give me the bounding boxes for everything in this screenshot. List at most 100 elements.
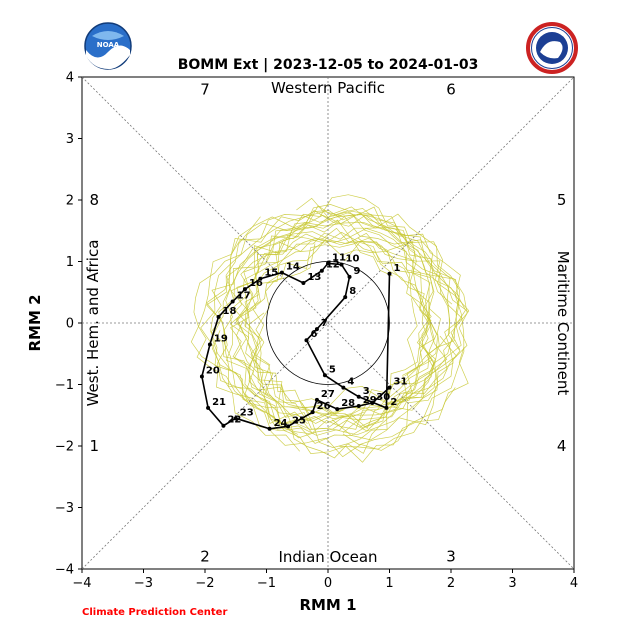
x-axis-label: RMM 1 xyxy=(299,596,356,614)
nws-logo xyxy=(526,22,578,74)
observed-point xyxy=(335,407,340,412)
ensemble-member-line xyxy=(190,210,457,436)
ensemble-member-line xyxy=(229,240,448,421)
observed-day-label: 25 xyxy=(292,415,306,426)
ensemble-member-line xyxy=(193,216,466,415)
observed-day-label: 22 xyxy=(227,415,241,426)
observed-day-label: 27 xyxy=(321,389,335,400)
observed-point xyxy=(347,274,352,279)
observed-day-label: 11 xyxy=(332,252,346,263)
observed-day-label: 5 xyxy=(329,364,336,375)
observed-point xyxy=(387,271,392,276)
region-label-west-hem-africa: West. Hem. and Africa xyxy=(84,240,102,407)
credit-text: Climate Prediction Center xyxy=(82,607,227,618)
observed-day-label: 15 xyxy=(264,268,278,279)
observed-point xyxy=(356,404,361,409)
x-tick-label: −1 xyxy=(257,576,276,591)
observed-point xyxy=(310,410,315,415)
observed-point xyxy=(384,405,389,410)
observed-point xyxy=(230,299,235,304)
region-label-western-pacific: Western Pacific xyxy=(271,79,385,97)
x-tick-label: 2 xyxy=(447,576,455,591)
observed-day-label: 24 xyxy=(274,418,288,429)
observed-point xyxy=(242,287,247,292)
y-tick-label: 2 xyxy=(66,194,74,209)
observed-day-label: 26 xyxy=(317,401,331,412)
ensemble-member-line xyxy=(224,231,461,434)
ensemble-member-line xyxy=(225,233,418,434)
observed-point xyxy=(304,338,309,343)
observed-day-label: 29 xyxy=(363,395,377,406)
observed-point xyxy=(326,261,330,266)
observed-point xyxy=(339,262,344,267)
x-tick-label: −3 xyxy=(134,576,153,591)
x-tick-label: −2 xyxy=(195,576,214,591)
y-tick-label: 3 xyxy=(66,132,74,147)
observed-point xyxy=(267,426,272,431)
observed-day-label: 2 xyxy=(390,397,397,408)
noaa-logo-text: NOAA xyxy=(97,41,120,49)
observed-point xyxy=(199,374,204,379)
observed-day-label: 19 xyxy=(214,334,228,345)
observed-day-label: 12 xyxy=(326,260,340,271)
observed-point xyxy=(343,295,348,300)
phase-label-1: 1 xyxy=(90,437,100,455)
phase-label-2: 2 xyxy=(200,548,210,566)
observed-point xyxy=(216,314,221,319)
ensemble-member-line xyxy=(206,209,437,436)
region-label-maritime-continent: Maritime Continent xyxy=(554,251,572,396)
ensemble-member-line xyxy=(200,211,465,452)
ensemble-member-line xyxy=(234,214,468,463)
x-tick-label: 0 xyxy=(324,576,332,591)
y-tick-label: −1 xyxy=(55,378,74,393)
phase-label-3: 3 xyxy=(446,548,456,566)
observed-point xyxy=(356,394,361,399)
observed-day-label: 16 xyxy=(249,278,263,289)
phase-label-4: 4 xyxy=(557,437,567,455)
ensemble-member-line xyxy=(235,204,460,416)
observed-point xyxy=(319,268,324,273)
observed-day-label: 9 xyxy=(354,266,361,277)
observed-point xyxy=(207,342,212,347)
observed-day-label: 21 xyxy=(212,397,226,408)
observed-point xyxy=(233,416,238,421)
region-label-indian-ocean: Indian Ocean xyxy=(278,548,377,566)
y-tick-label: −3 xyxy=(55,501,74,516)
observed-day-label: 28 xyxy=(341,398,355,409)
observed-day-label: 1 xyxy=(394,263,401,274)
plot-frame xyxy=(81,76,575,570)
observed-day-label: 20 xyxy=(206,366,220,377)
observed-day-label: 18 xyxy=(223,306,237,317)
ensemble-member-line xyxy=(212,206,470,444)
y-tick-label: 0 xyxy=(66,317,74,332)
observed-point xyxy=(387,385,392,390)
observed-day-label: 6 xyxy=(310,329,317,340)
x-tick-label: 3 xyxy=(508,576,516,591)
x-tick-label: −4 xyxy=(72,576,91,591)
observed-point xyxy=(206,405,211,410)
observed-point xyxy=(258,276,263,281)
observed-point xyxy=(341,385,346,390)
ensemble-member-line xyxy=(248,238,432,448)
y-tick-label: 4 xyxy=(66,71,74,86)
observed-point xyxy=(279,270,284,275)
observed-point xyxy=(286,424,291,429)
observed-day-label: 10 xyxy=(346,254,360,265)
ensemble-member-line xyxy=(232,194,451,446)
observed-day-label: 30 xyxy=(376,392,390,403)
observed-day-label: 4 xyxy=(347,377,354,388)
observed-point xyxy=(301,281,306,286)
x-tick-label: 1 xyxy=(385,576,393,591)
chart-title: BOMM Ext | 2023-12-05 to 2024-01-03 xyxy=(178,57,479,73)
ensemble-member-line xyxy=(244,236,436,429)
y-tick-label: 1 xyxy=(66,255,74,270)
observed-point xyxy=(314,397,319,402)
x-tick-label: 4 xyxy=(570,576,578,591)
ensemble-member-line xyxy=(210,231,459,407)
observed-day-label: 23 xyxy=(240,407,254,418)
phase-label-6: 6 xyxy=(446,80,456,98)
